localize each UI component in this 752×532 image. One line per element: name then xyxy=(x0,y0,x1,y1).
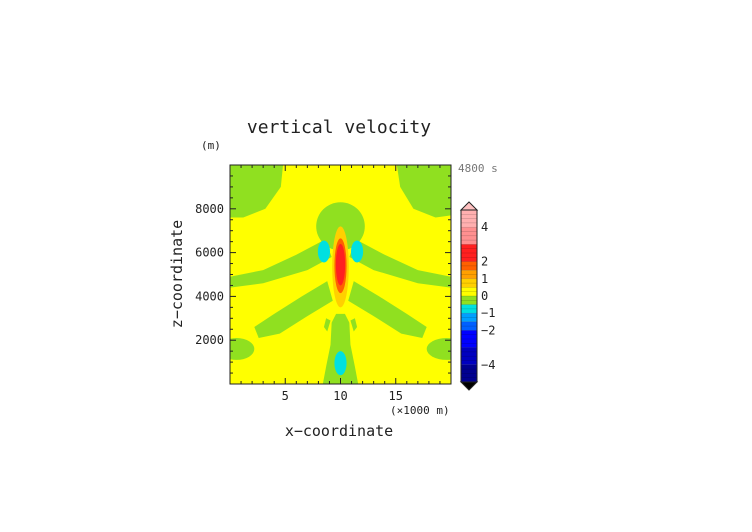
neg-region-top-left xyxy=(230,165,284,218)
colorbar-swatch xyxy=(461,261,477,271)
colorbar-swatch xyxy=(461,270,477,279)
neg-column-lower-right xyxy=(350,318,358,332)
colorbar-swatch xyxy=(461,347,477,365)
colorbar-swatch xyxy=(461,321,477,331)
downdraft-right xyxy=(350,240,364,263)
neg-region-top-right xyxy=(396,165,451,218)
colorbar-swatch xyxy=(461,313,477,322)
colorbar-ticks: 4 2 1 0 −1 −2 −4 xyxy=(481,220,495,372)
colorbar-swatch xyxy=(461,287,477,296)
colorbar-max-arrow xyxy=(459,201,479,211)
contour-field xyxy=(230,165,451,384)
colorbar-tick-label: 4 xyxy=(481,220,488,234)
neg-region-left-edge xyxy=(230,338,255,360)
y-axis: 2000 4000 6000 8000 xyxy=(195,164,451,385)
y-tick-label: 8000 xyxy=(195,202,224,216)
neg-wing-left-upper xyxy=(230,239,332,288)
neg-region-right-edge xyxy=(426,338,451,360)
colorbar-frame xyxy=(460,209,478,383)
downdraft-left xyxy=(317,240,331,263)
colorbar-tick-label: 0 xyxy=(481,289,488,303)
colorbar-swatch xyxy=(461,330,477,348)
neg-wing-right-lower xyxy=(348,281,427,339)
y-tick-label: 6000 xyxy=(195,246,224,260)
colorbar-swatch xyxy=(461,296,477,305)
colorbar-tick-label: −2 xyxy=(481,323,495,337)
colorbar-swatch xyxy=(461,244,477,262)
x-tick-label: 10 xyxy=(333,389,347,403)
colorbar-swatch xyxy=(461,227,477,245)
y-axis-label: z−coordinate xyxy=(168,220,186,328)
neg-column-lower xyxy=(322,313,359,384)
x-axis: 5 10 15 xyxy=(229,165,452,403)
colorbar-min-arrow xyxy=(459,381,479,391)
colorbar-tick-label: −4 xyxy=(481,358,495,372)
downdraft-bottom xyxy=(334,351,347,376)
neg-wing-right-upper xyxy=(349,239,451,288)
neg-wing-left-lower xyxy=(254,281,333,339)
neg-column-lower-left xyxy=(323,318,331,332)
updraft-core xyxy=(337,252,344,275)
colorbar-tick-label: −1 xyxy=(481,306,495,320)
y-unit-label: (m) xyxy=(201,139,221,152)
colorbar-tick-label: 1 xyxy=(481,272,488,286)
y-tick-label: 4000 xyxy=(195,289,224,303)
x-axis-label: x−coordinate xyxy=(285,422,393,440)
colorbar-swatch xyxy=(461,304,477,314)
chart-title: vertical velocity xyxy=(247,117,431,138)
colorbar-swatch xyxy=(461,278,477,288)
x-tick-label: 15 xyxy=(389,389,403,403)
colorbar-swatch xyxy=(461,210,477,228)
y-tick-label: 2000 xyxy=(195,333,224,347)
x-unit-label: (×1000 m) xyxy=(390,404,450,417)
colorbar-swatch xyxy=(461,364,477,382)
time-label: 4800 s xyxy=(458,162,498,175)
colorbar xyxy=(459,201,479,391)
x-tick-label: 5 xyxy=(282,389,289,403)
colorbar-tick-label: 2 xyxy=(481,255,488,269)
